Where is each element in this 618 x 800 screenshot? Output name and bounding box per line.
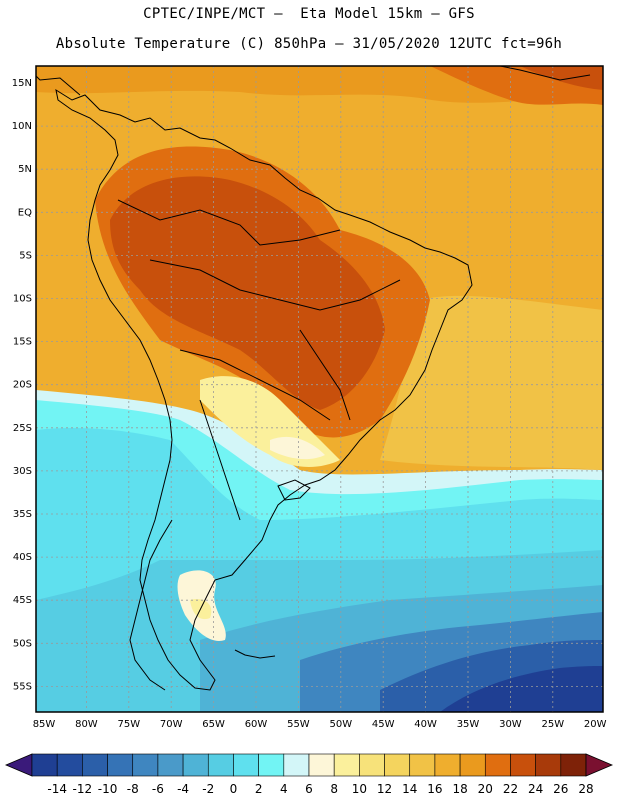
lat-label: 45S <box>13 595 32 606</box>
lat-label: 55S <box>13 681 32 692</box>
colorbar-swatch <box>434 753 461 777</box>
lon-label: 35W <box>457 719 480 730</box>
latitude-labels: 15N 10N 5N EQ 5S 10S 15S 20S 25S 30S 35S 40S 45S 50S 5… <box>12 78 32 692</box>
colorbar-label: -2 <box>202 782 214 796</box>
colorbar-high-arrow <box>585 753 614 777</box>
colorbar: -14 -12 -10 -8 -6 -4 -2 0 2 4 6 8 10 12 14 16 18 20 22 24 26… <box>4 753 614 796</box>
coastlines <box>36 66 591 691</box>
colorbar-swatch <box>182 753 209 777</box>
lat-label: 5S <box>19 250 32 261</box>
colorbar-swatch <box>283 753 310 777</box>
falklands <box>234 649 276 659</box>
border-andes <box>199 399 241 521</box>
lat-label: 5N <box>18 164 32 175</box>
colorbar-label: 0 <box>230 782 238 796</box>
colorbar-label: 24 <box>528 782 543 796</box>
colorbar-swatch <box>459 753 486 777</box>
lon-label: 80W <box>75 719 98 730</box>
colorbar-swatch <box>258 753 285 777</box>
field-24-caribbean <box>520 66 603 90</box>
colorbar-label: 4 <box>280 782 288 796</box>
colorbar-swatch <box>384 753 411 777</box>
lon-label: 85W <box>33 719 56 730</box>
border-north <box>117 199 341 246</box>
colorbar-swatch <box>157 753 184 777</box>
temperature-field <box>36 66 603 712</box>
colorbar-label: 28 <box>578 782 593 796</box>
colorbar-label: 26 <box>553 782 568 796</box>
colorbar-label: -6 <box>152 782 164 796</box>
caribbean-islands <box>497 66 591 81</box>
colorbar-swatch <box>31 753 58 777</box>
lat-label: 15N <box>12 78 32 89</box>
rio-de-la-plata <box>277 479 311 501</box>
colorbar-label: 16 <box>427 782 442 796</box>
colorbar-swatch <box>535 753 562 777</box>
border-central <box>149 259 401 311</box>
lat-label: 25S <box>13 423 32 434</box>
lat-label: 40S <box>13 552 32 563</box>
lon-label: 25W <box>541 719 564 730</box>
lat-label: 15S <box>13 337 32 348</box>
colorbar-swatch <box>409 753 436 777</box>
field-8-uruguay <box>270 436 325 460</box>
lat-label: 30S <box>13 466 32 477</box>
colorbar-label: 10 <box>352 782 367 796</box>
colorbar-label: -4 <box>177 782 189 796</box>
chile-coast <box>129 519 173 691</box>
colorbar-label: 22 <box>503 782 518 796</box>
central-america-coast <box>36 75 81 96</box>
lat-label: 20S <box>13 380 32 391</box>
lon-label: 75W <box>117 719 140 730</box>
colorbar-label: -12 <box>73 782 93 796</box>
colorbar-label: 8 <box>330 782 338 796</box>
colorbar-swatch <box>560 753 587 777</box>
south-america-coast <box>55 88 473 691</box>
colorbar-low-arrow <box>4 753 33 777</box>
lon-label: 30W <box>499 719 522 730</box>
lon-label: 45W <box>372 719 395 730</box>
title-line-2: Absolute Temperature (C) 850hPa – 31/05/… <box>55 36 563 52</box>
colorbar-swatch <box>484 753 511 777</box>
colorbar-label: -14 <box>47 782 67 796</box>
colorbar-swatch <box>233 753 259 777</box>
longitude-labels: 85W 80W 75W 70W 65W 60W 55W 50W 45W 40W 35W 30W 25W 2… <box>33 719 607 730</box>
colorbar-label: 2 <box>255 782 263 796</box>
lat-label: EQ <box>18 207 32 218</box>
lat-label: 50S <box>13 638 32 649</box>
title-line-1: CPTEC/INPE/MCT – Eta Model 15km – GFS <box>143 6 475 22</box>
colorbar-label: -10 <box>98 782 118 796</box>
colorbar-swatch <box>308 753 335 777</box>
lon-label: 65W <box>202 719 225 730</box>
colorbar-swatch <box>132 753 159 777</box>
colorbar-swatch <box>510 753 536 777</box>
lon-label: 40W <box>414 719 437 730</box>
lon-label: 70W <box>160 719 183 730</box>
lon-label: 60W <box>245 719 268 730</box>
colorbar-swatch <box>56 753 83 777</box>
lon-label: 50W <box>329 719 352 730</box>
colorbar-label: 14 <box>402 782 417 796</box>
colorbar-label: 12 <box>377 782 392 796</box>
map-frame <box>35 65 604 713</box>
colorbar-label: 18 <box>452 782 467 796</box>
colorbar-label: -8 <box>127 782 139 796</box>
lat-label: 10N <box>12 121 32 132</box>
field-24-interior <box>110 176 385 410</box>
colorbar-swatch <box>359 753 385 777</box>
colorbar-label: 6 <box>305 782 313 796</box>
lat-label: 35S <box>13 509 32 520</box>
border-south <box>179 349 331 421</box>
colorbar-swatch <box>107 753 134 777</box>
colorbar-swatch <box>333 753 360 777</box>
colorbar-swatch <box>207 753 234 777</box>
border-brazil-states <box>299 329 351 421</box>
lon-label: 55W <box>287 719 310 730</box>
field-m14 <box>440 666 603 712</box>
colorbar-swatch <box>82 753 108 777</box>
colorbar-label: 20 <box>478 782 493 796</box>
lon-label: 20W <box>584 719 607 730</box>
lat-label: 10S <box>13 294 32 305</box>
